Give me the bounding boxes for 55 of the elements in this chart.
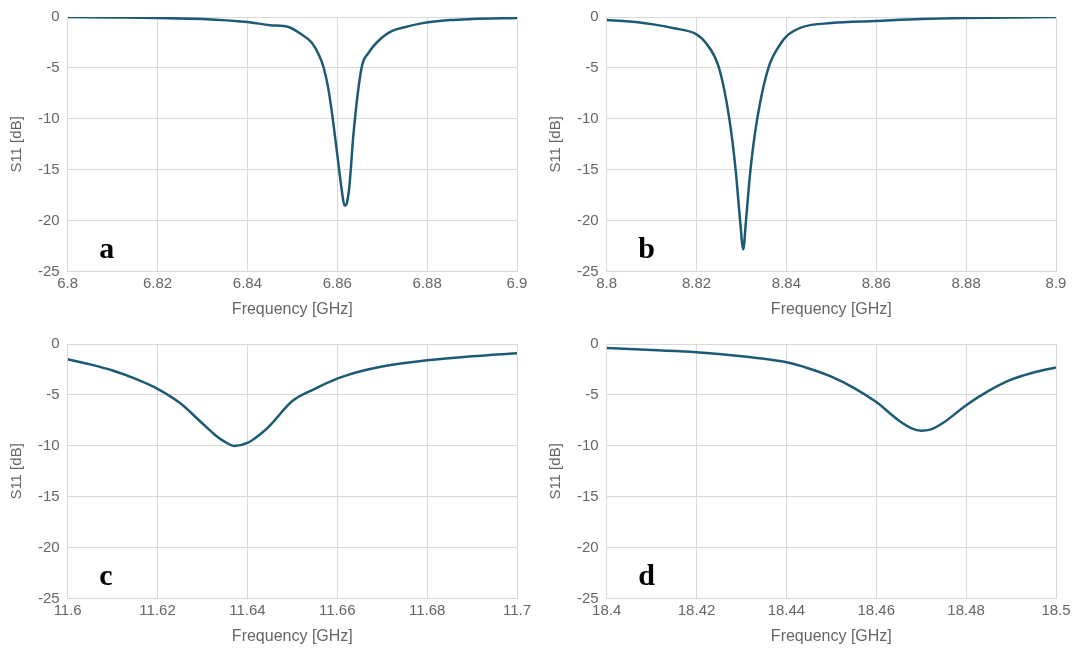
x-tick-label: 6.88 [412,273,442,291]
x-tick-label: 8.82 [681,273,712,291]
x-tick-label: 6.84 [232,273,263,291]
y-axis-title: S11 [dB] [7,116,25,173]
y-tick-label: 0 [590,334,599,352]
x-axis-title: Frequency [GHz] [770,626,892,644]
x-tick-label: 8.88 [951,273,981,291]
x-tick-label: 11.68 [408,600,446,618]
x-tick-label: 8.86 [861,273,891,291]
y-tick-label: -15 [576,160,599,178]
x-tick-label: 6.82 [142,273,173,291]
y-tick-label: -25 [37,261,60,279]
y-tick-label: -15 [576,487,599,505]
y-axis-title: S11 [dB] [546,116,564,173]
y-tick-label: 0 [51,334,60,352]
x-axis-title: Frequency [GHz] [770,299,892,317]
y-tick-label: -15 [37,160,60,178]
x-axis-title: Frequency [GHz] [231,299,353,317]
y-axis-title: S11 [dB] [7,443,25,500]
x-tick-label: 11.7 [502,600,532,618]
x-tick-label: 18.46 [857,600,896,618]
x-tick-label: 6.9 [506,273,528,291]
x-tick-label: 18.5 [1041,600,1071,618]
line-series [67,351,517,448]
y-tick-label: -5 [585,385,599,403]
x-tick-label: 11.64 [229,600,266,618]
y-tick-label: -20 [37,537,60,555]
y-tick-label: -10 [37,109,60,127]
x-tick-label: 6.86 [322,273,352,291]
x-tick-label: 18.48 [947,600,985,618]
x-tick-label: 8.9 [1045,273,1067,291]
y-tick-label: -15 [37,487,60,505]
y-tick-label: -10 [576,109,599,127]
y-tick-label: -25 [576,261,599,279]
y-tick-label: -20 [576,537,599,555]
y-tick-label: -5 [46,385,60,403]
annotation: a [99,230,115,264]
x-tick-label: 8.84 [771,273,802,291]
x-axis-title: Frequency [GHz] [231,626,353,644]
annotation: d [638,557,656,591]
y-axis-title: S11 [dB] [546,443,564,500]
y-tick-label: -5 [46,58,60,76]
x-tick-label: 18.44 [767,600,806,618]
y-tick-label: -5 [585,58,599,76]
y-tick-label: -20 [576,210,599,228]
y-tick-label: 0 [51,7,60,25]
annotation: b [638,230,655,264]
y-tick-label: -10 [576,436,599,454]
annotation: c [99,557,113,591]
x-tick-label: 18.42 [677,600,716,618]
x-tick-label: 11.62 [139,600,176,618]
y-tick-label: -20 [37,210,60,228]
y-tick-label: -10 [37,436,60,454]
y-tick-label: 0 [590,7,599,25]
x-tick-label: 11.66 [319,600,356,618]
